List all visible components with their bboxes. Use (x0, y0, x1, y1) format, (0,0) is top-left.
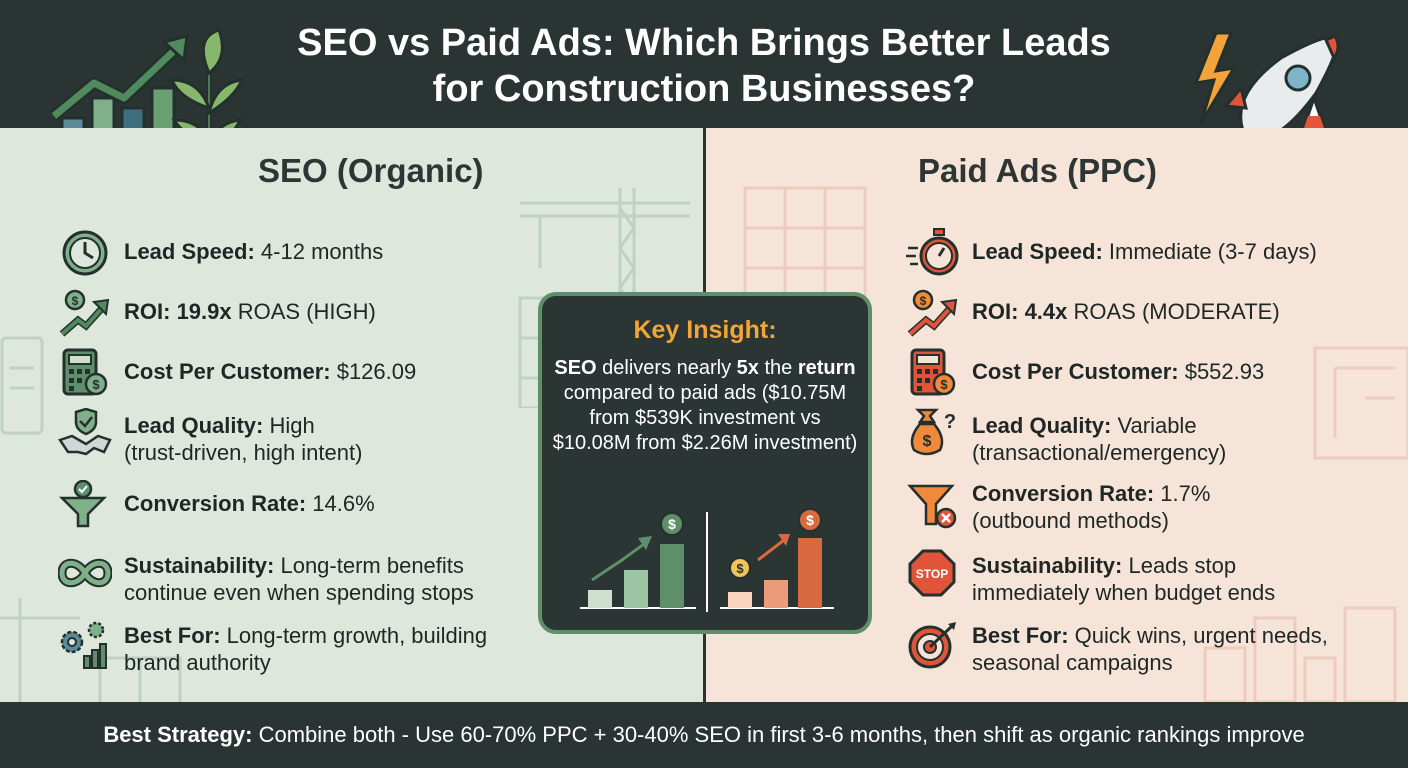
best-strategy-value: Combine both - Use 60-70% PPC + 30-40% S… (252, 722, 1305, 747)
title-line-1: SEO vs Paid Ads: Which Brings Better Lea… (297, 22, 1111, 64)
insight-comparison-chart-icon: $ $ $ (580, 508, 834, 612)
stop-sign-text: STOP (916, 567, 948, 581)
seo-conversion-value: 14.6% (306, 491, 375, 516)
funnel-x-icon (907, 484, 957, 529)
seo-roi-value: ROAS (HIGH) (231, 299, 376, 324)
insight-title: Key Insight: (633, 316, 777, 344)
best-strategy-label: Best Strategy: (103, 722, 253, 747)
seo-cost-per-customer: $ Cost Per Customer: $126.09 (58, 348, 416, 398)
seo-best-for-label: Best For: (124, 623, 221, 648)
money-bag-question-icon: $ ? (910, 408, 956, 456)
growth-arrow-icon: $ (59, 289, 110, 337)
insight-return-word: return (797, 357, 856, 379)
insight-multiplier: 5x (736, 357, 759, 379)
ppc-roi-value: ROAS (MODERATE) (1067, 299, 1280, 324)
ppc-quality-detail: (transactional/emergency) (972, 440, 1227, 465)
svg-text:$: $ (72, 294, 79, 308)
seo-roi-multiplier: 19.9x (170, 299, 232, 324)
ppc-best-for: Best For: Quick wins, urgent needs, seaso… (906, 620, 1328, 676)
seo-cost-label: Cost Per Customer: (124, 359, 331, 384)
page-title: SEO vs Paid Ads: Which Brings Better Lea… (0, 20, 1408, 112)
ppc-cost-per-customer: $ Cost Per Customer: $552.93 (906, 348, 1264, 398)
seo-quality-value: High (263, 413, 315, 438)
best-strategy-text: Best Strategy: Combine both - Use 60-70%… (0, 722, 1408, 748)
svg-text:$: $ (923, 433, 932, 450)
seo-sustainability-value: Long-term benefits (274, 553, 464, 578)
ppc-sustainability-value: Leads stop (1122, 553, 1237, 578)
stop-sign-icon: STOP (908, 549, 956, 597)
seo-column-title: SEO (Organic) (258, 152, 484, 189)
seo-lead-quality: Lead Quality: High (trust-driven, high in… (58, 408, 362, 466)
funnel-check-icon (58, 480, 108, 528)
ppc-conversion-value: 1.7% (1154, 481, 1211, 506)
seo-lead-speed: Lead Speed: 4-12 months (58, 228, 383, 278)
growth-arrow-icon: $ (907, 289, 958, 337)
ppc-lead-speed: Lead Speed: Immediate (3-7 days) (906, 228, 1317, 278)
title-line-2: for Construction Businesses? (432, 68, 976, 110)
ppc-conversion-rate: Conversion Rate: 1.7% (outbound methods) (906, 480, 1210, 534)
insight-seo-word: SEO (554, 357, 597, 379)
handshake-icon (58, 408, 112, 456)
ppc-sustainability-label: Sustainability: (972, 553, 1123, 578)
clock-icon (62, 230, 108, 276)
svg-text:$: $ (736, 561, 744, 576)
gears-chart-icon (60, 621, 107, 669)
ppc-quality-value: Variable (1111, 413, 1197, 438)
seo-cost-value: $126.09 (330, 359, 417, 384)
svg-text:?: ? (944, 411, 956, 433)
insight-text: SEO delivers nearly 5x the return compar… (552, 356, 858, 456)
ppc-lead-speed-label: Lead Speed: (972, 239, 1103, 264)
stopwatch-icon (906, 228, 959, 276)
ppc-lead-speed-value: Immediate (3-7 days) (1102, 239, 1317, 264)
insight-text-2: the (758, 357, 793, 379)
crane-icon-left (0, 598, 182, 708)
svg-text:$: $ (668, 516, 676, 532)
ppc-cost-label: Cost Per Customer: (972, 359, 1179, 384)
footer: Best Strategy: Combine both - Use 60-70%… (0, 702, 1408, 768)
svg-text:$: $ (940, 377, 948, 392)
insight-text-1: delivers nearly (596, 357, 737, 379)
ppc-best-for-value: Quick wins, urgent needs, (1068, 623, 1328, 648)
ppc-best-for-label: Best For: (972, 623, 1069, 648)
seo-sustainability: Sustainability: Long-term benefits contin… (58, 548, 474, 606)
seo-roi-label: ROI: (124, 299, 171, 324)
ppc-column-title: Paid Ads (PPC) (918, 152, 1157, 189)
key-insight-box: Key Insight: SEO delivers nearly 5x the … (538, 292, 872, 634)
calculator-icon: $ (910, 348, 956, 396)
ppc-roi-label: ROI: (972, 299, 1019, 324)
ppc-sustainability-detail: immediately when budget ends (972, 580, 1276, 605)
seo-conversion-rate: Conversion Rate: 14.6% (58, 480, 375, 530)
seo-quality-detail: (trust-driven, high intent) (124, 440, 363, 465)
ppc-conversion-detail: (outbound methods) (972, 508, 1169, 533)
header: SEO vs Paid Ads: Which Brings Better Lea… (0, 0, 1408, 204)
city-skyline-icon (1203, 606, 1397, 702)
seo-conversion-label: Conversion Rate: (124, 491, 307, 516)
seo-sustainability-detail: continue even when spending stops (124, 580, 474, 605)
blueprint-icon (1313, 346, 1408, 460)
svg-text:$: $ (920, 294, 927, 308)
seo-roi: $ ROI: 19.9x ROAS (HIGH) (58, 288, 376, 338)
ppc-quality-label: Lead Quality: (972, 413, 1112, 438)
seo-best-for: Best For: Long-term growth, building bran… (58, 620, 487, 676)
seo-sustainability-label: Sustainability: (124, 553, 275, 578)
clipboard-icon (0, 336, 44, 435)
seo-lead-speed-label: Lead Speed: (124, 239, 255, 264)
ppc-conversion-label: Conversion Rate: (972, 481, 1155, 506)
svg-text:$: $ (806, 512, 814, 528)
seo-best-for-detail: brand authority (124, 650, 271, 675)
ppc-roi-multiplier: 4.4x (1018, 299, 1068, 324)
calculator-icon: $ (62, 348, 108, 396)
seo-best-for-value: Long-term growth, building (220, 623, 488, 648)
infinity-icon (58, 558, 112, 588)
target-icon (908, 622, 956, 669)
ppc-lead-quality: $ ? Lead Quality: Variable (transactional… (906, 408, 1226, 466)
insight-text-3: compared to paid ads ($10.75M from $539K… (552, 382, 858, 454)
ppc-sustainability: STOP Sustainability: Leads stop immediate… (906, 548, 1275, 606)
svg-text:$: $ (92, 377, 100, 392)
seo-lead-speed-value: 4-12 months (254, 239, 384, 264)
seo-quality-label: Lead Quality: (124, 413, 264, 438)
ppc-roi: $ ROI: 4.4x ROAS (MODERATE) (906, 288, 1280, 338)
ppc-best-for-detail: seasonal campaigns (972, 650, 1173, 675)
ppc-cost-value: $552.93 (1178, 359, 1265, 384)
